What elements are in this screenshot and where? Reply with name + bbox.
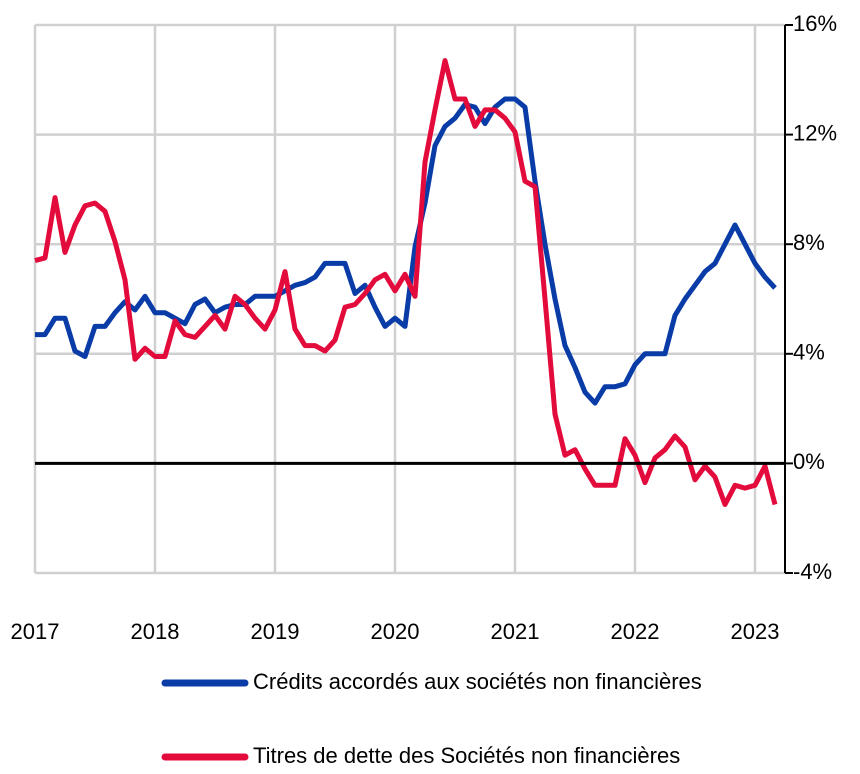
series-line xyxy=(34,58,778,507)
x-tick-label: 2017 xyxy=(11,619,60,644)
x-tick-label: 2020 xyxy=(371,619,420,644)
y-tick-label: 16% xyxy=(793,11,837,36)
legend-label: Crédits accordés aux sociétés non financ… xyxy=(253,669,702,694)
series-line xyxy=(35,96,777,406)
legend: Crédits accordés aux sociétés non financ… xyxy=(161,669,702,768)
y-tick-label: 0% xyxy=(793,449,825,474)
y-tick-label: 8% xyxy=(793,230,825,255)
y-tick-label: -4% xyxy=(793,559,832,584)
x-tick-label: 2019 xyxy=(251,619,300,644)
axes: -4% 0% 4% 8% 12% 16% 2017 2018 2019 2020 2021 2022 2… xyxy=(11,11,838,644)
lines xyxy=(34,58,778,507)
x-tick-label: 2021 xyxy=(491,619,540,644)
x-tick-label: 2018 xyxy=(131,619,180,644)
y-tick-label: 4% xyxy=(793,340,825,365)
legend-label: Titres de dette des Sociétés non financi… xyxy=(253,743,680,768)
y-tick-label: 12% xyxy=(793,120,837,145)
x-tick-label: 2022 xyxy=(611,619,660,644)
x-tick-label: 2023 xyxy=(731,619,780,644)
